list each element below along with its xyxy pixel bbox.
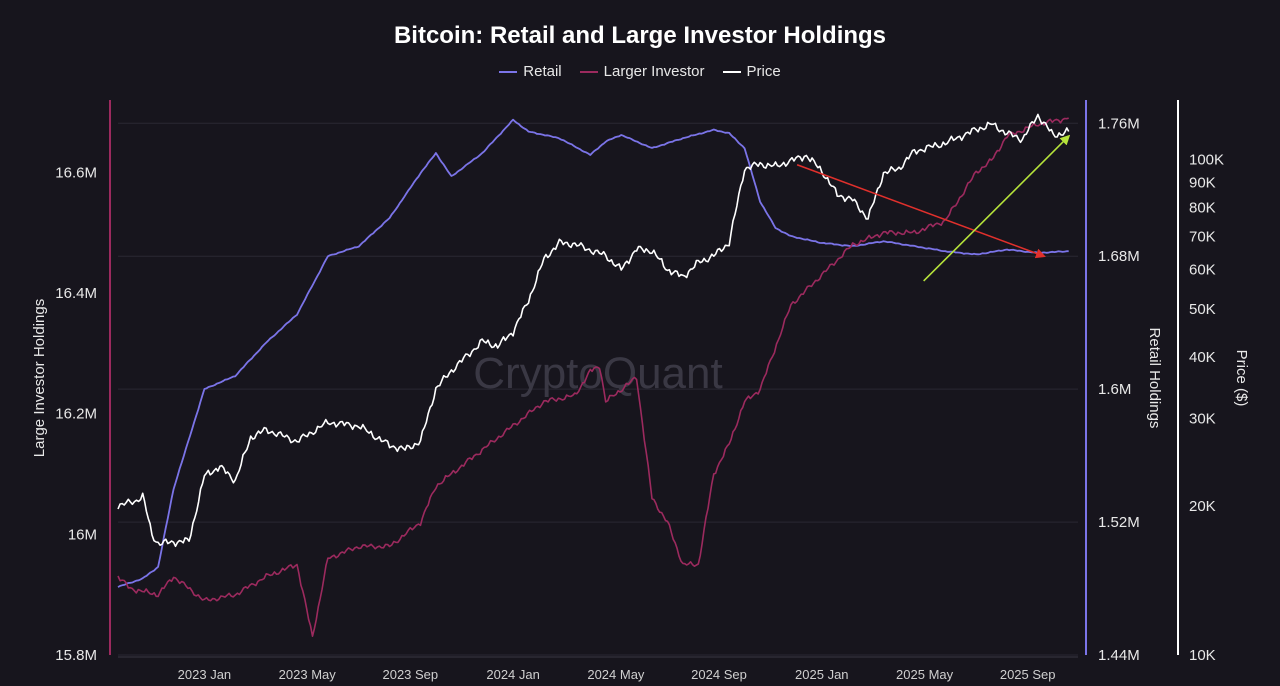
x-tick-label: 2024 Sep: [691, 667, 747, 682]
x-tick-label: 2024 May: [587, 667, 645, 682]
legend-swatch-larger-investor: [579, 70, 598, 73]
right-tick-label: 1.44M: [1098, 647, 1140, 664]
price-tick-label: 100K: [1189, 152, 1224, 169]
x-tick-label: 2025 Sep: [1000, 667, 1056, 682]
x-tick-label: 2025 Jan: [795, 667, 849, 682]
x-tick-label: 2025 May: [896, 667, 954, 682]
price-tick-label: 90K: [1189, 174, 1216, 191]
left-tick-label: 15.8M: [55, 647, 97, 664]
annotations: [796, 134, 1071, 282]
price-line: [117, 113, 1070, 548]
larger-investor-line: [117, 117, 1069, 638]
left-tick-label: 16.6M: [55, 164, 97, 181]
price-tick-label: 60K: [1189, 262, 1216, 279]
price-tick-label: 30K: [1189, 411, 1216, 428]
price-tick-label: 80K: [1189, 200, 1216, 217]
price-tick-label: 10K: [1189, 647, 1216, 664]
legend-item-price[interactable]: Price: [722, 63, 781, 80]
legend-label-larger-investor: Larger Investor: [603, 63, 705, 80]
series-group: [117, 113, 1070, 638]
left-tick-label: 16.2M: [55, 406, 97, 423]
axes: [109, 100, 1179, 658]
x-tick-label: 2023 Sep: [382, 667, 438, 682]
watermark: CryptoQuant: [473, 349, 722, 398]
retail-line: [117, 118, 1069, 588]
right-tick-label: 1.76M: [1098, 115, 1140, 132]
price-tick-label: 20K: [1189, 498, 1216, 515]
legend-label-price: Price: [746, 63, 781, 80]
tick-labels: 16.6M 16.4M 16.2M 16M 15.8M 1.76M 1.68M 1.6M 1.5…: [31, 115, 1250, 682]
chart-title: Bitcoin: Retail and Large Investor Holdi…: [393, 22, 887, 49]
left-tick-label: 16M: [68, 526, 97, 543]
legend-item-retail[interactable]: Retail: [499, 63, 562, 80]
gridlines: [118, 122, 1078, 656]
x-tick-label: 2024 Jan: [486, 667, 540, 682]
price-tick-label: 40K: [1189, 349, 1216, 366]
left-tick-label: 16.4M: [55, 285, 97, 302]
price-tick-label: 70K: [1189, 228, 1216, 245]
legend-swatch-retail: [499, 70, 518, 73]
left-axis-title: Large Investor Holdings: [31, 299, 48, 457]
x-tick-label: 2023 Jan: [178, 667, 232, 682]
right-tick-label: 1.6M: [1098, 381, 1131, 398]
trend-arrow-down: [796, 164, 1046, 259]
legend-item-larger-investor[interactable]: Larger Investor: [579, 63, 705, 80]
right-tick-label: 1.68M: [1098, 248, 1140, 265]
x-tick-label: 2023 May: [279, 667, 337, 682]
legend-swatch-price: [722, 70, 741, 73]
legend-label-retail: Retail: [523, 63, 562, 80]
right-tick-label: 1.52M: [1098, 514, 1140, 531]
right-axis-title: Retail Holdings: [1146, 328, 1163, 429]
chart-legend: Retail Larger Investor Price: [0, 63, 1280, 80]
trend-arrow-up: [923, 134, 1071, 282]
price-axis-title: Price ($): [1233, 350, 1250, 407]
price-tick-label: 50K: [1189, 301, 1216, 318]
